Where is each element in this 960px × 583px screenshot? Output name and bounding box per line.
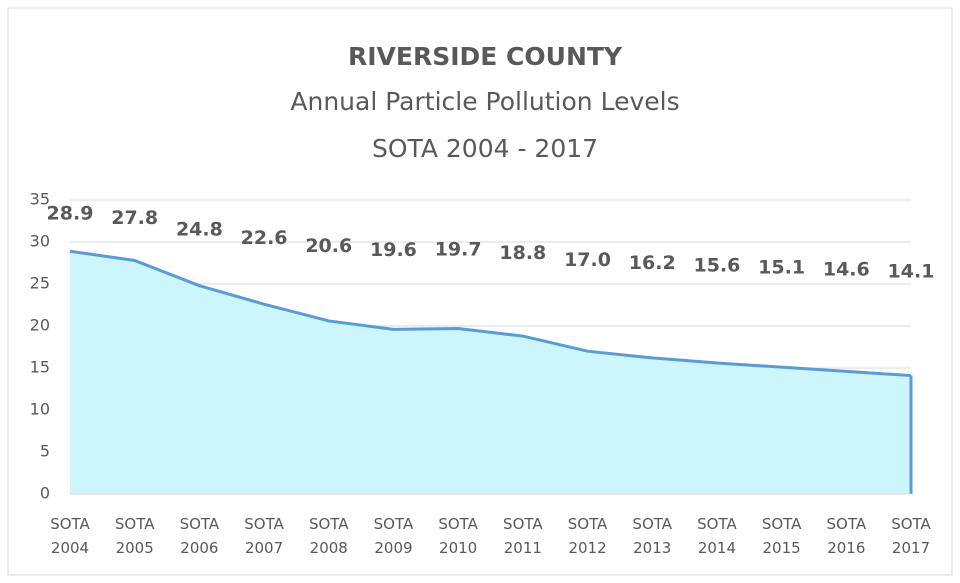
data-label: 14.6 xyxy=(823,258,870,280)
data-label: 22.6 xyxy=(241,227,288,249)
data-label: 28.9 xyxy=(47,203,94,225)
x-tick-label: SOTA 2013 xyxy=(632,515,673,557)
data-label: 20.6 xyxy=(305,235,352,257)
data-label: 24.8 xyxy=(176,219,223,241)
x-tick-label: SOTA 2015 xyxy=(761,515,802,557)
x-tick-label: SOTA 2012 xyxy=(567,515,608,557)
x-tick-label: SOTA 2016 xyxy=(826,515,867,557)
data-label: 15.6 xyxy=(693,254,740,276)
x-tick-label: SOTA 2017 xyxy=(891,515,931,557)
y-tick-label: 25 xyxy=(30,274,50,293)
x-tick-label: SOTA 2011 xyxy=(503,515,543,557)
x-tick-label: SOTA 2004 xyxy=(50,515,90,557)
data-label: 16.2 xyxy=(629,252,676,274)
data-label: 14.1 xyxy=(888,260,935,282)
x-tick-label: SOTA 2008 xyxy=(308,515,349,557)
data-label: 19.7 xyxy=(435,238,482,260)
data-label: 19.6 xyxy=(370,239,417,261)
x-tick-label: SOTA 2009 xyxy=(373,515,414,557)
x-tick-label: SOTA 2014 xyxy=(697,515,737,557)
chart-title: RIVERSIDE COUNTY xyxy=(348,42,623,71)
x-tick-label: SOTA 2010 xyxy=(438,515,478,557)
data-label: 17.0 xyxy=(564,249,611,271)
x-tick-label: SOTA 2005 xyxy=(114,515,155,557)
area xyxy=(70,251,911,494)
chart-subtitle: Annual Particle Pollution Levels xyxy=(290,87,679,116)
data-label: 27.8 xyxy=(111,207,158,229)
area-line xyxy=(69,249,912,378)
y-tick-label: 0 xyxy=(40,484,50,503)
x-tick-label: SOTA 2006 xyxy=(179,515,220,557)
y-tick-label: 20 xyxy=(30,316,50,335)
y-tick-label: 35 xyxy=(30,190,50,209)
y-tick-label: 5 xyxy=(40,442,50,461)
x-tick-label: SOTA 2007 xyxy=(244,515,284,557)
data-label: 18.8 xyxy=(499,242,546,264)
y-tick-label: 30 xyxy=(30,232,50,251)
chart-subtitle: SOTA 2004 - 2017 xyxy=(372,134,598,163)
y-tick-label: 10 xyxy=(30,400,50,419)
y-tick-label: 15 xyxy=(30,358,50,377)
data-label: 15.1 xyxy=(758,256,805,278)
